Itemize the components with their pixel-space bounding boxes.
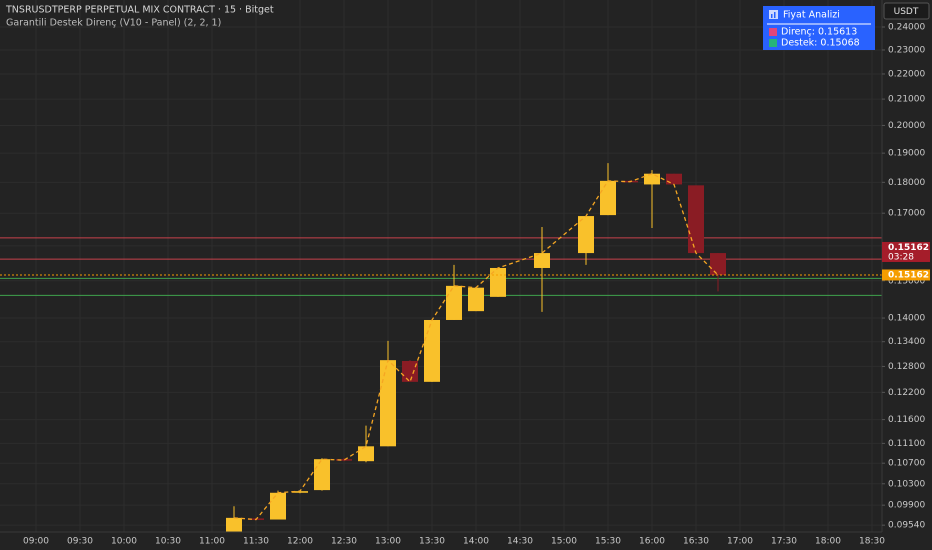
candle-body	[226, 517, 242, 532]
panel-row: Direnç: 0.15613	[781, 27, 857, 38]
price-label-box	[882, 269, 930, 281]
y-tick-label: 0.12800	[888, 362, 925, 372]
plot	[0, 163, 882, 532]
panel-row: Destek: 0.15068	[781, 38, 860, 49]
candle-body	[534, 253, 550, 268]
x-tick-label: 15:00	[551, 537, 577, 547]
candle-body	[424, 319, 440, 382]
y-tick-label: 0.09540	[888, 521, 925, 531]
panel-swatch	[769, 28, 777, 36]
x-tick-label: 16:00	[639, 537, 665, 547]
currency: USDT	[894, 7, 919, 17]
x-tick-label: 18:30	[859, 537, 885, 547]
y-tick-label: 0.19000	[888, 149, 925, 159]
price-label-box	[882, 241, 930, 262]
y-tick-label: 0.11600	[888, 415, 925, 425]
y-tick-label: 0.20000	[888, 121, 925, 131]
candle-body	[402, 360, 418, 382]
panel-icon-bar	[771, 14, 773, 18]
panel-swatch	[769, 39, 777, 47]
price-label: 0.15162	[888, 270, 929, 280]
axes: 0.24000 0.23000 0.22000 0.21000 0.20000 0.190…	[23, 22, 930, 547]
panel-title: Fiyat Analizi	[783, 10, 840, 21]
candle-body	[446, 285, 462, 320]
panel-box	[763, 6, 875, 50]
currency-box[interactable]	[883, 2, 930, 20]
candle-body	[468, 287, 484, 312]
x-tick-label: 17:30	[771, 537, 797, 547]
x-tick-label: 14:30	[507, 537, 533, 547]
panel-icon-bar	[774, 12, 776, 18]
close-line	[233, 172, 719, 521]
countdown: 03:28	[888, 252, 914, 262]
y-tick-label: 0.13400	[888, 337, 925, 347]
price-label: 0.15162	[888, 243, 929, 253]
y-tick-label: 0.15000	[888, 276, 925, 286]
indicator-name: Garantili Destek Direnç (V10 - Panel) (2…	[6, 18, 221, 29]
panel-icon	[769, 10, 778, 19]
x-tick-label: 13:30	[419, 537, 445, 547]
candle-body	[314, 459, 330, 491]
y-tick-label: 0.14000	[888, 314, 925, 324]
y-tick-label: 0.11100	[888, 439, 925, 449]
x-tick-label: 14:00	[463, 537, 489, 547]
x-tick-label: 16:30	[683, 537, 709, 547]
x-tick-label: 11:00	[199, 537, 225, 547]
candle-body	[644, 173, 660, 185]
candle-body	[600, 180, 616, 216]
x-tick-label: 10:30	[155, 537, 181, 547]
x-tick-label: 09:00	[23, 537, 49, 547]
x-tick-label: 13:00	[375, 537, 401, 547]
y-tick-label: 0.21000	[888, 95, 925, 105]
grid	[0, 0, 882, 532]
y-tick-label: 0.22000	[888, 69, 925, 79]
y-tick-label: 0.09900	[888, 501, 925, 511]
x-tick-label: 15:30	[595, 537, 621, 547]
candle-body	[292, 491, 308, 493]
y-tick-label: 0.10700	[888, 459, 925, 469]
chart-title: TNSRUSDTPERP PERPETUAL MIX CONTRACT · 15…	[5, 5, 274, 16]
y-tick-label: 0.24000	[888, 22, 925, 32]
y-tick-label: 0.23000	[888, 45, 925, 55]
x-tick-label: 12:00	[287, 537, 313, 547]
x-tick-label: 11:30	[243, 537, 269, 547]
candle-body	[358, 446, 374, 462]
x-tick-label: 17:00	[727, 537, 753, 547]
y-tick-label: 0.10300	[888, 479, 925, 489]
candle-body	[380, 360, 396, 447]
candle-body	[688, 185, 704, 254]
y-tick-label: 0.17000	[888, 209, 925, 219]
x-tick-label: 10:00	[111, 537, 137, 547]
candle-body	[270, 492, 286, 520]
x-tick-label: 12:30	[331, 537, 357, 547]
y-tick-label: 0.18000	[888, 178, 925, 188]
candle-body	[710, 253, 726, 275]
candle-body	[336, 459, 352, 461]
x-tick-label: 18:00	[815, 537, 841, 547]
x-tick-label: 09:30	[67, 537, 93, 547]
candle-body	[666, 173, 682, 185]
candle-body	[578, 216, 594, 254]
y-tick-label: 0.12200	[888, 388, 925, 398]
